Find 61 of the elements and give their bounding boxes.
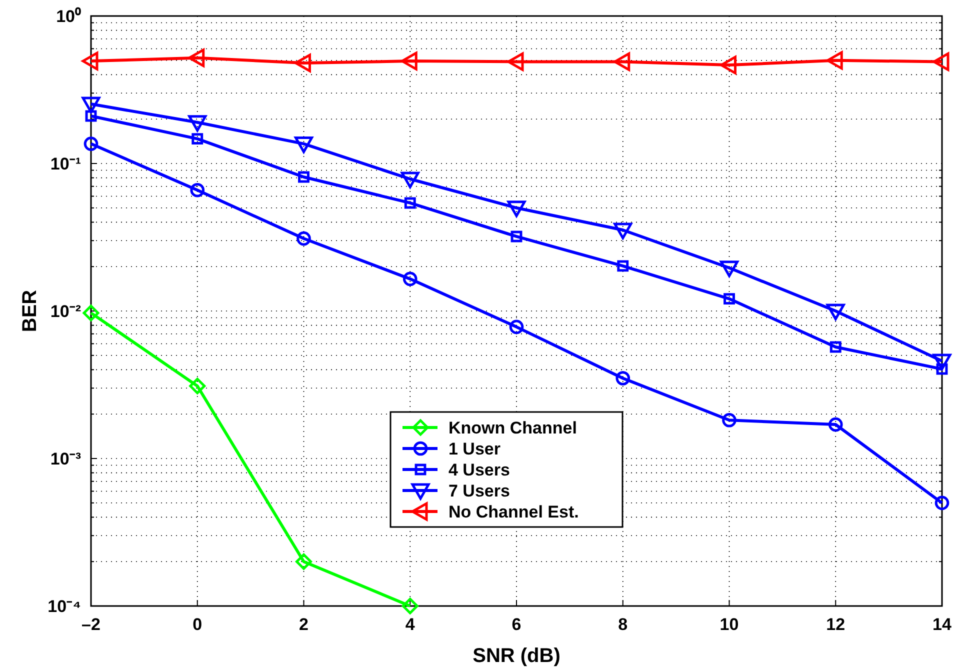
point: [932, 354, 952, 370]
point: [932, 52, 950, 71]
point: [402, 272, 418, 286]
point: [614, 222, 632, 240]
point: [294, 54, 311, 72]
x-tick-label: 10: [720, 615, 739, 634]
x-tick-label: –2: [82, 615, 100, 634]
point: [192, 133, 204, 145]
point: [84, 136, 98, 151]
point: [402, 598, 418, 614]
point: [614, 52, 630, 71]
x-tick-label: 4: [405, 615, 416, 634]
point: [296, 231, 311, 246]
point: [190, 182, 205, 198]
point: [828, 417, 843, 432]
point: [510, 230, 522, 242]
point: [616, 371, 630, 386]
point: [404, 197, 416, 209]
point: [296, 553, 312, 570]
y-tick-label: 10⁻¹: [50, 154, 82, 174]
legend-label: 1 User: [448, 439, 501, 458]
point: [298, 171, 310, 183]
point: [722, 412, 736, 428]
y-axis-title: BER: [19, 289, 41, 332]
point: [85, 110, 97, 122]
legend-label: 7 Users: [448, 481, 510, 500]
y-tick-label: 10⁻³: [50, 449, 82, 468]
point: [720, 56, 736, 74]
x-tick-label: 0: [192, 615, 202, 634]
point: [188, 48, 205, 68]
point: [188, 115, 207, 132]
point: [826, 304, 845, 320]
point: [507, 200, 526, 218]
x-tick-label: 2: [299, 615, 308, 634]
x-tick-label: 6: [512, 615, 522, 634]
x-tick-label: 12: [826, 615, 846, 634]
x-axis-title: SNR (dB): [472, 645, 560, 667]
point: [82, 304, 100, 322]
point: [82, 96, 100, 114]
point: [400, 172, 420, 188]
point: [82, 52, 98, 70]
point: [294, 136, 313, 154]
point: [936, 363, 948, 375]
legend-label: No Channel Est.: [448, 502, 579, 522]
point: [934, 496, 950, 510]
legend-label: Known Channel: [448, 418, 577, 438]
x-tick-label: 8: [618, 615, 628, 634]
point: [617, 260, 629, 272]
point: [720, 260, 738, 278]
point: [724, 293, 735, 305]
y-tick-label: 10⁻²: [50, 302, 82, 321]
point: [507, 52, 524, 71]
point: [830, 341, 842, 353]
point: [509, 320, 524, 334]
point: [400, 52, 418, 70]
x-tick-label: 14: [932, 615, 952, 634]
y-tick-label: 10⁻⁴: [48, 596, 81, 616]
legend-label: 4 Users: [448, 460, 510, 480]
point: [189, 378, 206, 394]
y-tick-label: 10⁰: [56, 6, 81, 26]
point: [826, 51, 843, 70]
